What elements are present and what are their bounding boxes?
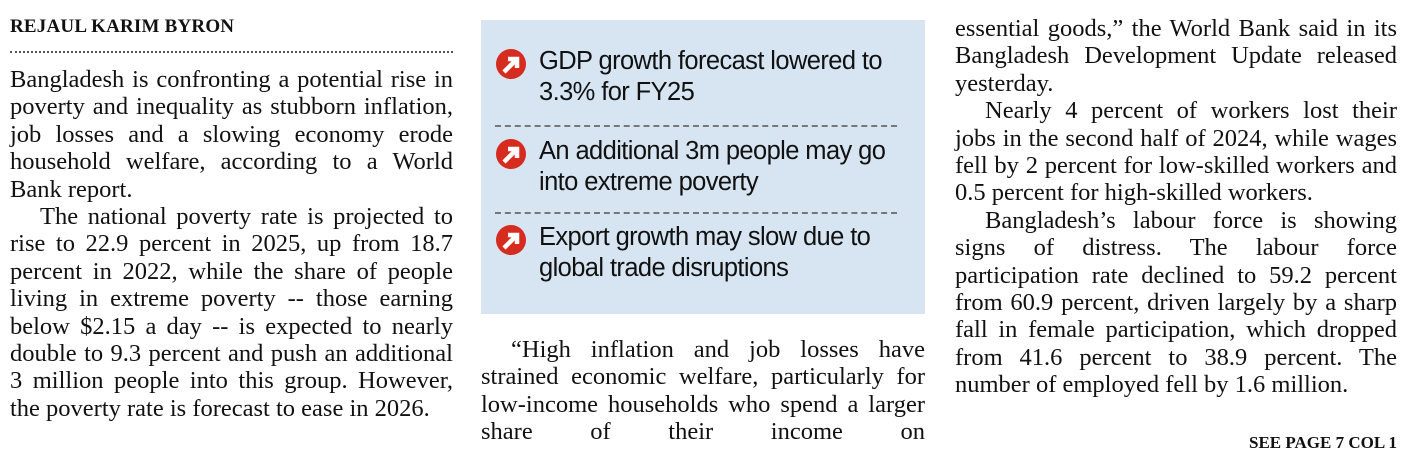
- column-2: “High inflation and job losses have stra…: [481, 336, 925, 446]
- paragraph: Nearly 4 percent of workers lost their j…: [955, 97, 1397, 207]
- arrow-icon: [496, 225, 526, 255]
- arrow-icon: [496, 49, 526, 79]
- highlight: An additional 3m people may go into extr…: [495, 136, 895, 198]
- paragraph: The national poverty rate is projected t…: [10, 203, 453, 422]
- highlight-text: GDP growth forecast lowered to 3.3% for …: [539, 47, 883, 106]
- arrow-icon: [496, 139, 526, 169]
- highlight-text: Export growth may slow due to global tra…: [539, 223, 871, 282]
- highlights-box: GDP growth forecast lowered to 3.3% for …: [481, 20, 925, 314]
- dashed-rule: [495, 125, 897, 127]
- dashed-rule: [495, 212, 897, 214]
- dotted-rule: [10, 51, 453, 53]
- highlight: Export growth may slow due to global tra…: [495, 222, 895, 284]
- highlight-text: An additional 3m people may go into extr…: [539, 137, 886, 196]
- column-3: essential goods,” the World Bank said in…: [955, 15, 1397, 399]
- column-1: Bangladesh is confronting a potential ri…: [10, 66, 453, 422]
- paragraph: Bangladesh’s labour force is showing sig…: [955, 206, 1397, 399]
- paragraph: “High inflation and job losses have stra…: [481, 336, 925, 446]
- paragraph: essential goods,” the World Bank said in…: [955, 15, 1397, 97]
- jump-line: SEE PAGE 7 COL 1: [1249, 433, 1397, 452]
- highlight: GDP growth forecast lowered to 3.3% for …: [495, 46, 895, 108]
- paragraph: Bangladesh is confronting a potential ri…: [10, 66, 453, 203]
- byline: REJAUL KARIM BYRON: [10, 16, 235, 37]
